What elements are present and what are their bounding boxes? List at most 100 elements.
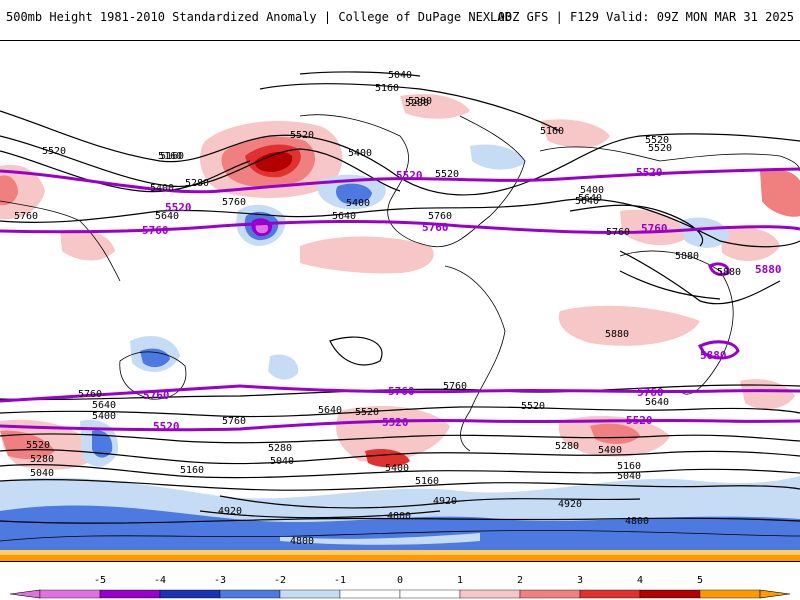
contour-label: 5760 (14, 211, 38, 222)
contour-label-purple: 5760 (422, 221, 449, 234)
legend-tick-label: -3 (214, 575, 226, 586)
contour-label: 5040 (270, 456, 294, 467)
anomaly-neg-band (280, 533, 480, 545)
anomaly-pos-area (0, 430, 55, 460)
contour-label-purple: 5760 (142, 224, 169, 237)
contour-5760-north (0, 219, 800, 234)
contour-line (619, 270, 721, 300)
contour-label: 5520 (26, 440, 50, 451)
anomaly-pos-area (558, 305, 700, 346)
contour-line (0, 135, 401, 192)
run-info: 00Z GFS | F129 Valid: 09Z MON MAR 31 202… (497, 10, 794, 24)
contour-line (0, 479, 800, 491)
highlight-contour-labels: 5520 5520 5520 5760 5760 5760 5880 5880 … (142, 166, 782, 433)
contour-label: 4920 (433, 496, 457, 507)
contour-label: 5280 (405, 98, 429, 109)
legend-tick-label: 0 (397, 575, 403, 586)
contour-line (0, 110, 800, 196)
legend-swatch (279, 589, 341, 599)
contour-label: 5520 (290, 130, 314, 141)
legend-swatch (459, 589, 521, 599)
contour-line (0, 150, 251, 193)
contour-5880-africa (697, 340, 740, 360)
coastline-south-america (444, 265, 506, 452)
contour-label: 5400 (150, 183, 174, 194)
contour-label: 5400 (598, 445, 622, 456)
contour-label: 5280 (268, 443, 292, 454)
contour-label-purple: 5520 (636, 166, 663, 179)
contour-label: 5160 (540, 126, 564, 137)
anomaly-pos-ridge (254, 151, 293, 172)
anomaly-neg-area (92, 430, 113, 458)
contour-label: 5400 (92, 411, 116, 422)
contour-line (0, 464, 800, 479)
contour-label: 5760 (443, 381, 467, 392)
legend-swatch (579, 589, 641, 599)
contour-label-purple: 5520 (396, 169, 423, 182)
legend-tick-label: 5 (697, 575, 703, 586)
legend-swatch (219, 589, 281, 599)
legend-swatch (399, 589, 461, 599)
contour-line (0, 198, 800, 248)
header: 500mb Height 1981-2010 Standardized Anom… (0, 0, 800, 40)
anomaly-pos-area (400, 94, 470, 119)
contour-label: 5520 (42, 146, 66, 157)
legend-swatch (699, 589, 761, 599)
legend-swatch (639, 589, 701, 599)
contour-line (299, 71, 421, 77)
highlight-contours (0, 167, 800, 432)
contour-label: 5640 (318, 405, 342, 416)
contour-line (259, 83, 561, 132)
contour-label: 5760 (222, 416, 246, 427)
legend-tick-label: -2 (274, 575, 286, 586)
contour-5760-south (0, 384, 800, 403)
contour-line (619, 250, 781, 305)
anomaly-pos-area (0, 175, 18, 206)
anomaly-neg-area (268, 354, 299, 380)
contour-label: 5400 (348, 148, 372, 159)
contour-labels: 5040 5160 5280 5520 5160 5400 5280 5400 … (14, 70, 741, 547)
coastlines (0, 114, 800, 542)
legend-tick-label: 3 (577, 575, 583, 586)
contour-label: 5640 (155, 211, 179, 222)
legend-swatch (99, 589, 161, 599)
contour-label: 5640 (332, 211, 356, 222)
contour-label: 5040 (617, 471, 641, 482)
contour-label-purple: 5520 (626, 414, 653, 427)
coastline-eurasia (539, 146, 800, 172)
contour-label: 4800 (290, 536, 314, 547)
contour-5520-south (0, 418, 800, 432)
anomaly-neg-trough (336, 183, 372, 205)
contour-label: 5520 (648, 143, 672, 154)
contour-label: 5160 (158, 151, 182, 162)
contour-label: 5400 (385, 463, 409, 474)
contour-line (199, 510, 441, 519)
contour-label: 5640 (92, 400, 116, 411)
anomaly-pos-area (720, 227, 780, 262)
legend-swatch (339, 589, 401, 599)
contour-label-purple: 5880 (755, 263, 782, 276)
contour-label: 5160 (617, 461, 641, 472)
contour-label-purple: 5760 (143, 389, 170, 402)
contour-line (0, 406, 800, 418)
contour-5880-africa (708, 262, 730, 277)
anomaly-pos-area (60, 229, 115, 261)
contour-label: 5640 (578, 193, 602, 204)
contour-label: 5880 (717, 267, 741, 278)
contour-line (0, 449, 800, 465)
contour-label: 5160 (180, 465, 204, 476)
contour-label-purple: 5520 (153, 420, 180, 433)
contour-label: 5520 (355, 407, 379, 418)
legend-tick-label: -1 (334, 575, 346, 586)
contour-line (329, 336, 383, 366)
contour-label-purple: 5520 (382, 416, 409, 429)
legend-tick-label: 1 (457, 575, 463, 586)
legend-tick-label: -5 (94, 575, 106, 586)
contour-label: 4920 (558, 499, 582, 510)
contour-label: 4920 (218, 506, 242, 517)
contour-label: 5400 (580, 185, 604, 196)
legend-ticks: -5 -4 -3 -2 -1 0 1 2 3 4 5 (94, 575, 703, 586)
legend-arrow-right (759, 589, 791, 599)
contour-label: 5160 (375, 83, 399, 94)
contour-label-purple: 5520 (165, 201, 192, 214)
